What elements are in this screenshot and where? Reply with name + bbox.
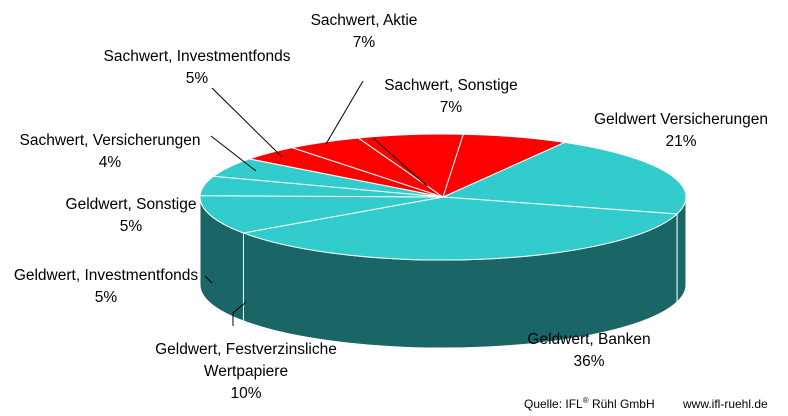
leader-line-geldwert-festverzinsliche-wertpapiere — [232, 301, 247, 326]
slice-labels-group: Geldwert Versicherungen 21% Geldwert, Bank… — [14, 12, 768, 402]
leader-line-sachwert-sonstige — [372, 137, 428, 187]
leader-lines-group — [204, 80, 428, 326]
slice-sachwert-sonstige — [442, 133, 565, 198]
slice-label-geldwert-investmentfonds: Geldwert, Investmentfonds — [14, 267, 199, 284]
slice-geldwert-banken — [242, 196, 678, 261]
pie-side-group — [199, 196, 687, 349]
slice-label-sachwert-aktie: Sachwert, Aktie — [311, 12, 418, 29]
slice-geldwert-festverzinsliche-wertpapiere — [199, 195, 444, 234]
leader-line-geldwert-investmentfonds — [204, 275, 213, 284]
slice-label-sachwert-sonstige: Sachwert, Sonstige — [384, 77, 518, 94]
slice-label-geldwert-festverzinsliche-wertpapiere-line2: Wertpapiere — [204, 363, 288, 380]
slice-percent-sachwert-investmentfonds: 5% — [186, 70, 209, 87]
slice-percent-sachwert-aktie: 7% — [353, 34, 376, 51]
slice-percent-sachwert-versicherungen: 4% — [99, 154, 122, 171]
slice-label-sachwert-investmentfonds: Sachwert, Investmentfonds — [104, 48, 291, 65]
slice-percent-sachwert-sonstige: 7% — [440, 99, 463, 116]
leader-line-sachwert-aktie — [325, 80, 364, 145]
slice-label-geldwert-sonstige: Geldwert, Sonstige — [66, 196, 197, 213]
slice-percent-geldwert-versicherungen: 21% — [665, 133, 696, 150]
slice-label-sachwert-versicherungen: Sachwert, Versicherungen — [20, 132, 201, 149]
slice-label-geldwert-banken: Geldwert, Banken — [527, 331, 650, 348]
slice-percent-geldwert-banken: 36% — [573, 353, 604, 370]
slice-sachwert-aktie — [357, 133, 464, 198]
leader-line-sachwert-versicherungen — [210, 135, 257, 172]
pie-top-group — [199, 133, 687, 261]
slice-label-geldwert-versicherungen: Geldwert Versicherungen — [594, 111, 768, 128]
source-note: Quelle: IFL® Rühl GmbH — [524, 396, 655, 411]
slice-label-geldwert-festverzinsliche-wertpapiere-line1: Geldwert, Festverzinsliche — [155, 341, 337, 358]
leader-line-sachwert-investmentfonds — [211, 87, 283, 158]
slice-percent-geldwert-investmentfonds: 5% — [95, 289, 118, 306]
slice-percent-geldwert-sonstige: 5% — [120, 218, 143, 235]
source-url: www.ifl-ruehl.de — [682, 397, 768, 411]
slice-geldwert-versicherungen — [442, 141, 687, 215]
slice-percent-geldwert-festverzinsliche-wertpapiere: 10% — [230, 385, 261, 402]
